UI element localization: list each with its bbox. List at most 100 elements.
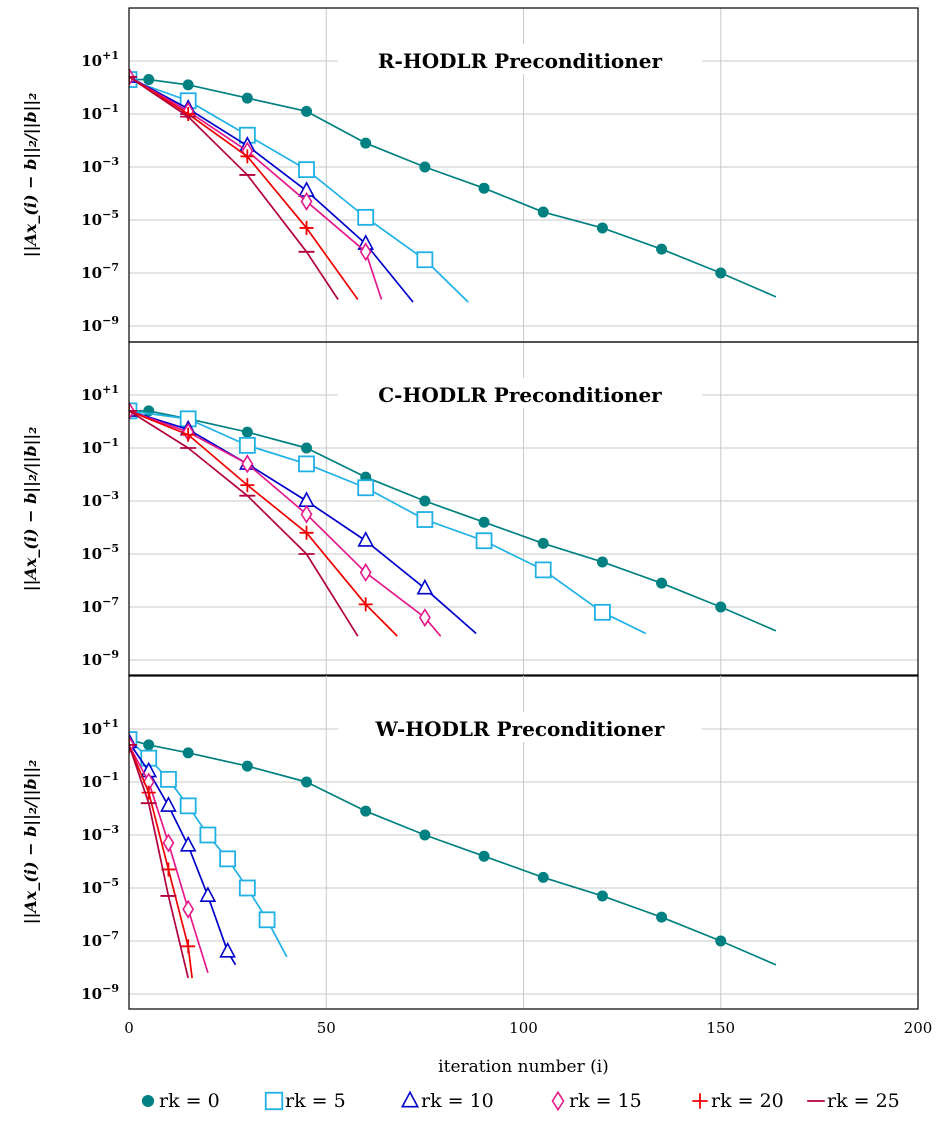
x-axis-label: iteration number (i) xyxy=(438,1057,609,1077)
legend-label: rk = 10 xyxy=(421,1090,494,1112)
panel-title: W-HODLR Preconditioner xyxy=(375,717,665,741)
data-point xyxy=(160,796,177,812)
legend-label: rk = 5 xyxy=(285,1090,346,1112)
data-point xyxy=(358,597,373,612)
data-point xyxy=(596,222,608,234)
panel-2: C-HODLR Preconditioner10+110−110−310−510… xyxy=(21,341,919,677)
data-point xyxy=(534,561,552,579)
legend-item: rk = 15 xyxy=(551,1090,642,1112)
data-point xyxy=(656,911,668,923)
legend: rk = 0 rk = 5 rk = 10 rk = 15 rk = 20 rk = 25 xyxy=(141,1090,900,1112)
data-point xyxy=(219,941,236,958)
data-point xyxy=(357,531,375,547)
series-group xyxy=(129,731,777,979)
data-point xyxy=(141,1094,155,1108)
data-point xyxy=(551,1090,565,1112)
series-group xyxy=(129,67,777,303)
y-axis-label: ||Ax_(i) − b||₂/||b||₂ xyxy=(21,760,40,925)
data-point xyxy=(656,577,668,589)
data-point xyxy=(357,208,375,226)
panel-1: R-HODLR Preconditioner10+110−110−310−510… xyxy=(21,7,919,343)
data-point xyxy=(182,747,194,759)
data-point xyxy=(418,608,431,628)
data-point xyxy=(715,935,727,947)
x-tick-label: 100 xyxy=(509,1019,538,1037)
data-point xyxy=(264,1091,284,1111)
data-point xyxy=(241,760,253,772)
data-point xyxy=(300,504,313,524)
data-point xyxy=(161,862,176,877)
data-point xyxy=(240,149,255,164)
data-point xyxy=(240,478,255,493)
x-tick-label: 0 xyxy=(124,1019,134,1037)
data-point xyxy=(160,770,177,788)
series-line xyxy=(129,76,383,300)
legend-item: rk = 20 xyxy=(692,1090,784,1112)
data-point xyxy=(301,776,313,788)
title-bg xyxy=(338,712,702,742)
x-tick-label: 200 xyxy=(904,1019,933,1037)
data-point xyxy=(416,511,434,528)
data-point xyxy=(219,850,237,868)
data-point xyxy=(478,850,490,862)
legend-label: rk = 0 xyxy=(159,1090,220,1112)
data-point xyxy=(359,563,372,583)
legend-item: rk = 0 xyxy=(141,1090,220,1112)
data-point xyxy=(179,835,197,852)
data-point xyxy=(537,537,549,549)
data-point xyxy=(181,939,196,954)
series-line xyxy=(129,410,398,637)
data-point xyxy=(299,220,314,235)
y-axis-label: ||Ax_(i) − b||₂/||b||₂ xyxy=(21,427,40,592)
data-point xyxy=(419,829,431,841)
data-point xyxy=(400,1090,420,1108)
legend-label: rk = 20 xyxy=(711,1090,784,1112)
data-point xyxy=(238,879,256,897)
data-point xyxy=(537,871,549,883)
data-point xyxy=(199,886,217,902)
data-point xyxy=(478,516,490,528)
data-point xyxy=(143,739,155,751)
x-tick-label: 50 xyxy=(317,1019,336,1037)
data-point xyxy=(241,92,253,104)
data-point xyxy=(301,442,313,454)
data-point xyxy=(199,826,217,844)
data-point xyxy=(301,105,313,117)
data-point xyxy=(181,427,196,442)
data-point xyxy=(419,161,431,173)
y-axis-label: ||Ax_(i) − b||₂/||b||₂ xyxy=(21,93,40,258)
legend-item: rk = 10 xyxy=(400,1090,494,1112)
data-point xyxy=(596,890,608,902)
data-point xyxy=(299,525,314,540)
data-point xyxy=(596,556,608,568)
series-group xyxy=(129,401,777,637)
data-point xyxy=(162,833,175,853)
data-point xyxy=(357,479,375,497)
title-bg xyxy=(338,44,702,74)
data-point xyxy=(478,182,490,194)
legend-label: rk = 25 xyxy=(827,1090,900,1112)
data-point xyxy=(419,495,431,507)
data-point xyxy=(594,603,611,621)
data-point xyxy=(241,454,254,474)
data-point xyxy=(300,191,313,211)
data-point xyxy=(143,74,155,86)
series-line xyxy=(129,744,190,979)
data-point xyxy=(692,1093,708,1109)
data-point xyxy=(715,601,727,613)
data-point xyxy=(141,785,156,800)
data-point xyxy=(537,206,549,218)
data-point xyxy=(360,137,372,149)
data-point xyxy=(416,251,434,269)
legend-label: rk = 15 xyxy=(569,1090,642,1112)
data-point xyxy=(298,161,315,179)
data-point xyxy=(298,455,315,473)
data-point xyxy=(179,797,197,815)
title-bg xyxy=(338,378,702,408)
legend-item: rk = 5 xyxy=(264,1090,346,1112)
data-point xyxy=(238,436,256,454)
panel-title: R-HODLR Preconditioner xyxy=(378,49,663,73)
data-point xyxy=(129,731,138,748)
legend-item: rk = 25 xyxy=(807,1090,900,1112)
